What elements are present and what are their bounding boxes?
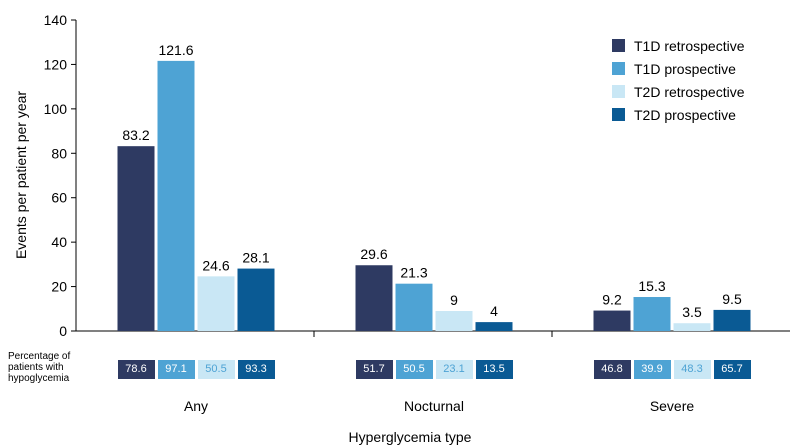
- category-label: Any: [183, 398, 209, 414]
- y-tick-label: 20: [51, 279, 67, 295]
- legend-item: T1D retrospective: [612, 34, 744, 57]
- legend-item: T1D prospective: [612, 57, 744, 80]
- bar: [713, 309, 751, 331]
- category-label: Nocturnal: [404, 398, 464, 414]
- percentage-row-label: Percentage of patients with hypoglycemia: [8, 351, 71, 384]
- percentage-box: 39.9: [633, 360, 671, 379]
- percentage-box: 50.5: [395, 360, 433, 379]
- y-tick-label: 120: [44, 56, 68, 72]
- bar-value-label: 29.6: [360, 246, 387, 262]
- bar: [435, 311, 473, 331]
- percentage-box: 46.8: [593, 360, 631, 379]
- x-axis-title: Hyperglycemia type: [348, 429, 472, 445]
- bar: [633, 297, 671, 331]
- bar: [395, 283, 433, 331]
- legend-swatch: [612, 108, 625, 121]
- percentage-box: 97.1: [157, 360, 195, 379]
- legend-label: T2D retrospective: [634, 83, 745, 100]
- percentage-box: 13.5: [475, 360, 513, 379]
- percentage-box: 93.3: [237, 360, 275, 379]
- legend-swatch: [612, 39, 625, 52]
- legend: T1D retrospective T1D prospective T2D retr…: [612, 34, 744, 126]
- bar-value-label: 15.3: [638, 278, 665, 294]
- y-axis-title: Events per patient per year: [13, 91, 29, 259]
- bar: [237, 268, 275, 331]
- bar-value-label: 21.3: [400, 265, 427, 281]
- legend-item: T2D retrospective: [612, 80, 744, 103]
- y-tick-label: 80: [51, 145, 67, 161]
- y-tick-label: 100: [44, 101, 68, 117]
- bar-value-label: 121.6: [158, 42, 193, 58]
- percentage-box: 23.1: [435, 360, 473, 379]
- y-tick-label: 40: [51, 234, 67, 250]
- bar: [197, 276, 235, 331]
- legend-label: T2D prospective: [634, 106, 736, 123]
- bar: [117, 146, 155, 331]
- y-tick-label: 0: [59, 323, 67, 339]
- legend-label: T1D retrospective: [634, 37, 745, 54]
- bar-value-label: 9: [450, 292, 458, 308]
- bar: [593, 310, 631, 331]
- y-tick-label: 60: [51, 190, 67, 206]
- percentage-box: 50.5: [197, 360, 235, 379]
- legend-swatch: [612, 62, 625, 75]
- percentage-box: 51.7: [355, 360, 393, 379]
- category-label: Severe: [649, 398, 695, 414]
- bar: [157, 60, 195, 331]
- legend-swatch: [612, 85, 625, 98]
- legend-item: T2D prospective: [612, 103, 744, 126]
- bar: [673, 323, 711, 331]
- bar: [355, 265, 393, 331]
- legend-label: T1D prospective: [634, 60, 736, 77]
- percentage-box: 48.3: [673, 360, 711, 379]
- bar-value-label: 9.5: [722, 291, 742, 307]
- bar-value-label: 83.2: [122, 127, 149, 143]
- bar-value-label: 24.6: [202, 257, 229, 273]
- bar-value-label: 3.5: [682, 304, 702, 320]
- percentage-box: 65.7: [713, 360, 751, 379]
- bar: [475, 322, 513, 331]
- percentage-box: 78.6: [117, 360, 155, 379]
- y-tick-label: 140: [44, 12, 68, 28]
- bar-value-label: 9.2: [602, 292, 622, 308]
- bar-value-label: 28.1: [242, 250, 269, 266]
- bar-value-label: 4: [490, 303, 498, 319]
